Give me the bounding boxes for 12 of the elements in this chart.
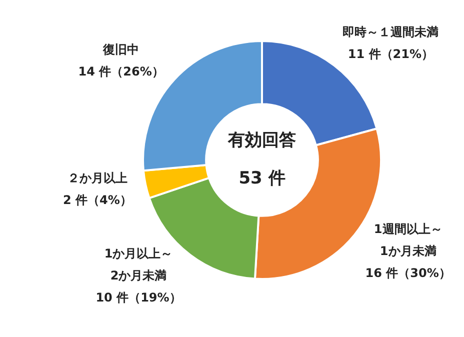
data-label: 16 件（30%） bbox=[365, 266, 451, 280]
text: 53 件 bbox=[238, 168, 286, 188]
slice-label: 即時～１週間未満 bbox=[342, 24, 439, 39]
slice-label: 1週間以上～ 1か月未満 bbox=[374, 222, 442, 258]
data-label: 2 件（4%） bbox=[62, 193, 132, 208]
slice-label: 1か月以上～ 2か月未満 bbox=[104, 246, 173, 282]
data-label: 11 件（21%） bbox=[348, 46, 434, 61]
data-label: 10 件（19%） bbox=[96, 290, 182, 304]
text: 有効回答 bbox=[227, 130, 296, 150]
slice-label: ２か月以上 bbox=[67, 171, 128, 186]
slice-label: 復旧中 bbox=[102, 42, 140, 56]
data-label: 14 件（26%） bbox=[78, 64, 164, 78]
